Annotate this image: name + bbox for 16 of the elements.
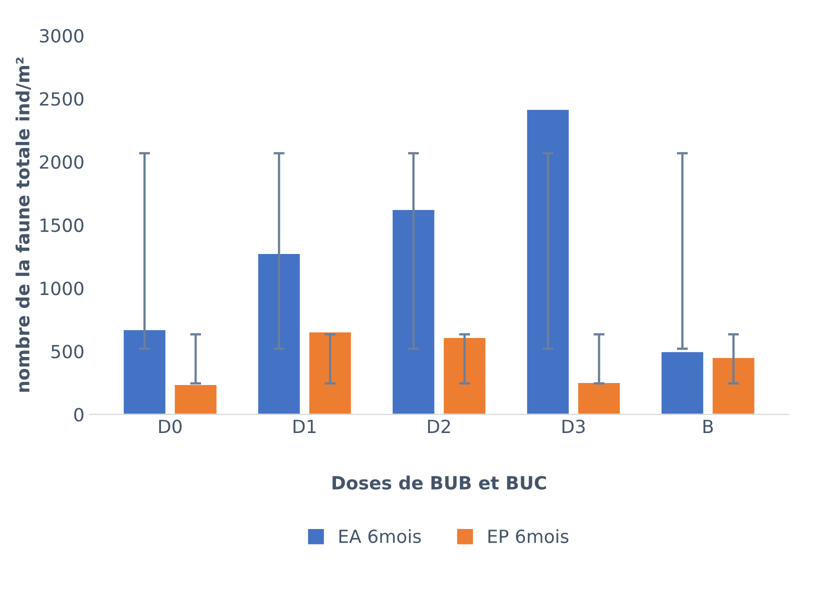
y-tick-label: 3000 — [40, 28, 84, 43]
y-tick-label: 1500 — [40, 218, 84, 232]
x-tick-label: D1 — [294, 420, 316, 433]
y-tick-label: 500 — [52, 344, 84, 358]
y-axis-title: nombre de la faune totale ind/m² — [16, 58, 31, 392]
y-tick-label: 0 — [74, 408, 84, 422]
x-tick-label: D0 — [159, 420, 182, 434]
legend-label: EA 6mois — [339, 529, 421, 544]
x-tick-label: B — [704, 420, 713, 433]
x-axis-title: Doses de BUB et BUC — [332, 476, 546, 490]
x-tick-label: D2 — [428, 420, 450, 433]
legend-label: EP 6mois — [488, 529, 568, 544]
x-tick-label: D3 — [562, 420, 585, 434]
y-tick-label: 2000 — [40, 155, 84, 169]
y-tick-label: 1000 — [40, 282, 84, 296]
y-tick-label: 2500 — [40, 92, 84, 106]
